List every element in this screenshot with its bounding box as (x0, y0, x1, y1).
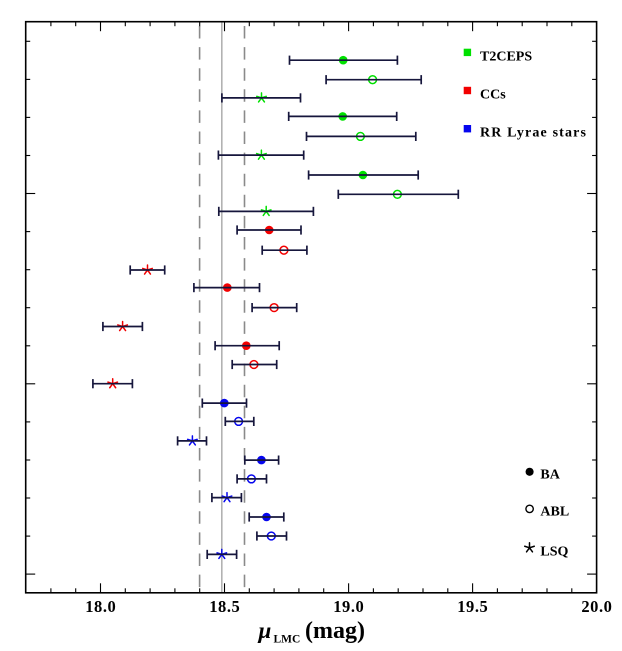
svg-text:CCs: CCs (480, 87, 506, 102)
svg-text:RR Lyrae stars: RR Lyrae stars (480, 126, 587, 141)
svg-text:BA: BA (540, 468, 560, 483)
svg-text:19.0: 19.0 (333, 597, 364, 616)
svg-text:20.0: 20.0 (581, 597, 612, 616)
svg-text:19.5: 19.5 (457, 597, 488, 616)
svg-text:ABL: ABL (540, 505, 569, 520)
svg-text:T2CEPS: T2CEPS (480, 50, 532, 65)
svg-text:18.5: 18.5 (209, 597, 240, 616)
svg-text:LSQ: LSQ (540, 544, 568, 559)
svg-text:μ: μ (258, 618, 272, 643)
svg-text:18.0: 18.0 (85, 597, 116, 616)
svg-text:(mag): (mag) (305, 618, 365, 644)
svg-text:LMC: LMC (274, 634, 301, 646)
